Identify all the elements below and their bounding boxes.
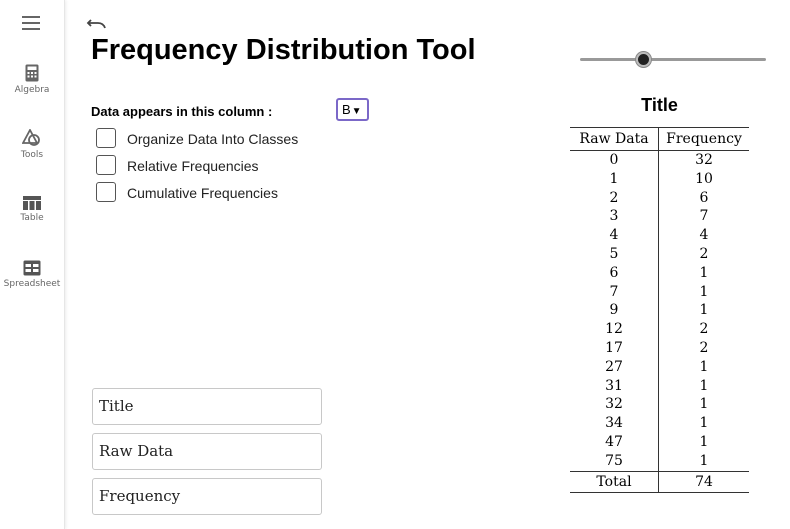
hamburger-menu-icon[interactable] (22, 16, 40, 32)
frequency-cell: 1 (699, 396, 709, 413)
frequency-cell: 1 (699, 415, 709, 432)
table-row: 27 1 (570, 357, 749, 377)
table-row: 17 2 (570, 338, 749, 358)
sidebar-item-label: Spreadsheet (3, 279, 61, 289)
frequency-cell: 1 (699, 452, 709, 469)
raw-data-cell: 9 (570, 301, 659, 321)
raw-data-cell: 3 (570, 207, 659, 227)
slider-thumb[interactable] (635, 52, 651, 67)
raw-data-cell: 75 (570, 451, 659, 472)
raw-data-cell: 32 (570, 395, 659, 415)
shapes-icon (22, 129, 40, 146)
table-row: 12 2 (570, 320, 749, 339)
undo-icon[interactable] (86, 16, 108, 32)
frequency-table: Raw Data Frequency 0 32 1 10 2 6 3 7 4 4 5 2 6 1 7 1 9 1 1… (570, 127, 749, 493)
frequency-input[interactable]: Frequency (92, 478, 322, 515)
frequency-cell: 1 (699, 302, 709, 319)
checkbox-label: Cumulative Frequencies (127, 185, 278, 201)
frequency-cell: 1 (699, 433, 709, 450)
calculator-icon (25, 64, 39, 82)
table-row: 1 10 (570, 169, 749, 189)
sidebar-item-table[interactable]: Table (0, 196, 64, 223)
table-row: 0 32 (570, 150, 749, 170)
column-select-value: B (342, 102, 351, 117)
spreadsheet-icon (23, 260, 41, 276)
frequency-cell: 7 (699, 208, 709, 225)
column-label: Data appears in this column : (91, 104, 273, 119)
sidebar-item-spreadsheet[interactable]: Spreadsheet (0, 260, 64, 289)
sidebar: Algebra Tools Table Spreadsheet (0, 0, 65, 529)
frequency-cell: 2 (699, 339, 709, 356)
slider[interactable] (580, 50, 766, 70)
table-title: Title (641, 95, 678, 115)
slider-track[interactable] (580, 58, 766, 61)
frequency-cell: 32 (695, 152, 713, 168)
frequency-cell: 1 (699, 377, 709, 394)
table-row: 34 1 (570, 414, 749, 433)
checkbox-label: Organize Data Into Classes (127, 131, 299, 147)
table-total-row: Total 74 (570, 470, 749, 493)
raw-data-cell: 5 (570, 244, 659, 264)
frequency-cell: 1 (699, 358, 709, 375)
table-row: 31 1 (570, 376, 749, 396)
sidebar-item-label: Algebra (14, 85, 50, 95)
table-row: 32 1 (570, 395, 749, 415)
frequency-cell: 10 (695, 170, 713, 187)
total-label: Total (570, 470, 659, 493)
raw-data-cell: 34 (570, 414, 659, 433)
column-header-frequency: Frequency (658, 127, 749, 151)
raw-data-cell: 47 (570, 432, 659, 452)
sidebar-item-label: Table (20, 213, 44, 223)
total-value: 74 (658, 470, 749, 493)
frequency-cell: 1 (699, 283, 709, 300)
raw-data-cell: 27 (570, 357, 659, 377)
raw-data-cell: 17 (570, 338, 659, 358)
table-header-row: Raw Data Frequency (570, 127, 749, 151)
table-icon (23, 196, 41, 210)
raw-data-cell: 1 (570, 169, 659, 189)
frequency-cell: 2 (699, 245, 709, 262)
raw-data-cell: 12 (570, 320, 659, 339)
raw-data-cell: 0 (570, 150, 659, 170)
checkbox-label: Relative Frequencies (127, 158, 259, 174)
column-header-raw-data: Raw Data (570, 127, 659, 151)
checkbox-box[interactable] (96, 155, 116, 175)
title-input[interactable]: Title (92, 388, 322, 425)
table-row: 47 1 (570, 432, 749, 452)
raw-data-cell: 6 (570, 263, 659, 283)
sidebar-item-algebra[interactable]: Algebra (0, 64, 64, 95)
table-row: 75 1 (570, 451, 749, 472)
raw-data-cell: 2 (570, 188, 659, 208)
checkbox-box[interactable] (96, 182, 116, 202)
raw-data-cell: 31 (570, 376, 659, 396)
frequency-cell: 2 (699, 321, 709, 338)
dropdown-arrow-icon: ▼ (351, 106, 362, 117)
checkbox-box[interactable] (96, 128, 116, 148)
raw-data-cell: 4 (570, 226, 659, 245)
sidebar-item-tools[interactable]: Tools (0, 129, 64, 160)
raw-data-input[interactable]: Raw Data (92, 433, 322, 470)
column-select[interactable]: B▼ (336, 98, 369, 121)
page-title: Frequency Distribution Tool (91, 34, 476, 66)
frequency-cell: 6 (699, 189, 709, 206)
frequency-cell: 4 (699, 227, 709, 244)
frequency-cell: 1 (699, 264, 709, 281)
raw-data-cell: 7 (570, 282, 659, 302)
sidebar-item-label: Tools (20, 150, 44, 160)
